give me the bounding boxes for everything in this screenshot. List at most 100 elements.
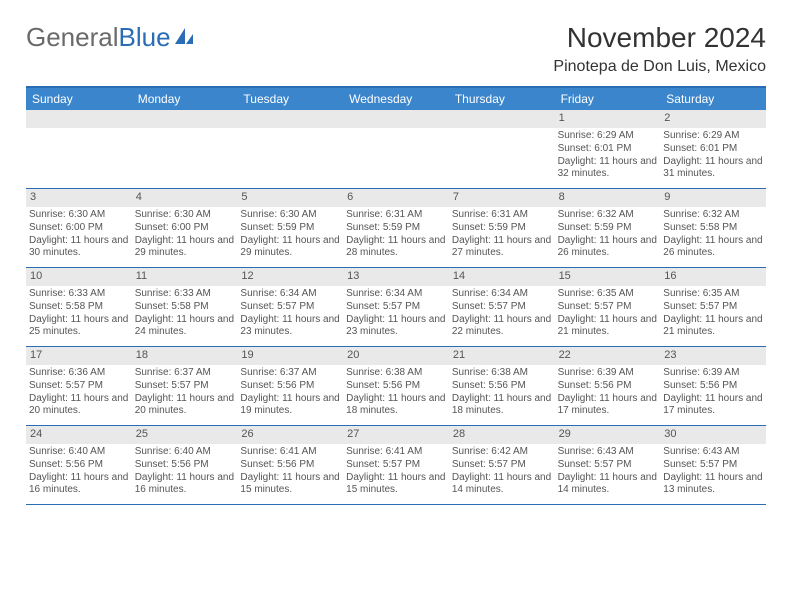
- day-body: Sunrise: 6:35 AMSunset: 5:57 PMDaylight:…: [555, 286, 661, 344]
- sunrise-line: Sunrise: 6:34 AM: [452, 288, 552, 301]
- day-cell: 13Sunrise: 6:34 AMSunset: 5:57 PMDayligh…: [343, 268, 449, 346]
- day-cell: 25Sunrise: 6:40 AMSunset: 5:56 PMDayligh…: [132, 426, 238, 504]
- sunrise-line: Sunrise: 6:43 AM: [663, 446, 763, 459]
- day-number: 4: [132, 189, 238, 207]
- daylight-line: Daylight: 11 hours and 19 minutes.: [240, 393, 340, 418]
- daylight-line: Daylight: 11 hours and 16 minutes.: [29, 472, 129, 497]
- sunrise-line: Sunrise: 6:31 AM: [452, 209, 552, 222]
- sunset-line: Sunset: 5:56 PM: [452, 380, 552, 393]
- daylight-line: Daylight: 11 hours and 25 minutes.: [29, 314, 129, 339]
- day-cell: [237, 110, 343, 188]
- day-cell: 27Sunrise: 6:41 AMSunset: 5:57 PMDayligh…: [343, 426, 449, 504]
- sunrise-line: Sunrise: 6:30 AM: [29, 209, 129, 222]
- day-cell: 28Sunrise: 6:42 AMSunset: 5:57 PMDayligh…: [449, 426, 555, 504]
- daylight-line: Daylight: 11 hours and 26 minutes.: [663, 235, 763, 260]
- sunrise-line: Sunrise: 6:38 AM: [452, 367, 552, 380]
- daylight-line: Daylight: 11 hours and 16 minutes.: [135, 472, 235, 497]
- calendar: SundayMondayTuesdayWednesdayThursdayFrid…: [26, 86, 766, 505]
- daylight-line: Daylight: 11 hours and 17 minutes.: [663, 393, 763, 418]
- weekday-label: Sunday: [26, 88, 132, 110]
- day-cell: 14Sunrise: 6:34 AMSunset: 5:57 PMDayligh…: [449, 268, 555, 346]
- day-number: 14: [449, 268, 555, 286]
- day-body: Sunrise: 6:29 AMSunset: 6:01 PMDaylight:…: [660, 128, 766, 186]
- daylight-line: Daylight: 11 hours and 27 minutes.: [452, 235, 552, 260]
- calendar-page: GeneralBlue November 2024 Pinotepa de Do…: [0, 0, 792, 523]
- day-number: 22: [555, 347, 661, 365]
- sunrise-line: Sunrise: 6:38 AM: [346, 367, 446, 380]
- daylight-line: Daylight: 11 hours and 14 minutes.: [558, 472, 658, 497]
- day-cell: 24Sunrise: 6:40 AMSunset: 5:56 PMDayligh…: [26, 426, 132, 504]
- daylight-line: Daylight: 11 hours and 21 minutes.: [558, 314, 658, 339]
- daylight-line: Daylight: 11 hours and 23 minutes.: [240, 314, 340, 339]
- day-cell: 3Sunrise: 6:30 AMSunset: 6:00 PMDaylight…: [26, 189, 132, 267]
- sunset-line: Sunset: 5:56 PM: [240, 380, 340, 393]
- daylight-line: Daylight: 11 hours and 30 minutes.: [29, 235, 129, 260]
- sunset-line: Sunset: 5:59 PM: [452, 222, 552, 235]
- sunset-line: Sunset: 5:56 PM: [346, 380, 446, 393]
- sunrise-line: Sunrise: 6:34 AM: [240, 288, 340, 301]
- daylight-line: Daylight: 11 hours and 20 minutes.: [135, 393, 235, 418]
- day-cell: 5Sunrise: 6:30 AMSunset: 5:59 PMDaylight…: [237, 189, 343, 267]
- daylight-line: Daylight: 11 hours and 31 minutes.: [663, 156, 763, 181]
- day-number: 21: [449, 347, 555, 365]
- daylight-line: Daylight: 11 hours and 15 minutes.: [240, 472, 340, 497]
- day-number: [449, 110, 555, 128]
- day-number: 8: [555, 189, 661, 207]
- day-cell: 23Sunrise: 6:39 AMSunset: 5:56 PMDayligh…: [660, 347, 766, 425]
- day-cell: [449, 110, 555, 188]
- day-body: Sunrise: 6:30 AMSunset: 6:00 PMDaylight:…: [26, 207, 132, 265]
- day-body: Sunrise: 6:39 AMSunset: 5:56 PMDaylight:…: [555, 365, 661, 423]
- sunrise-line: Sunrise: 6:41 AM: [240, 446, 340, 459]
- daylight-line: Daylight: 11 hours and 29 minutes.: [135, 235, 235, 260]
- day-cell: 12Sunrise: 6:34 AMSunset: 5:57 PMDayligh…: [237, 268, 343, 346]
- day-body: Sunrise: 6:31 AMSunset: 5:59 PMDaylight:…: [343, 207, 449, 265]
- day-cell: 29Sunrise: 6:43 AMSunset: 5:57 PMDayligh…: [555, 426, 661, 504]
- sunrise-line: Sunrise: 6:43 AM: [558, 446, 658, 459]
- day-number: 10: [26, 268, 132, 286]
- day-number: 15: [555, 268, 661, 286]
- day-body: Sunrise: 6:33 AMSunset: 5:58 PMDaylight:…: [26, 286, 132, 344]
- sunset-line: Sunset: 5:59 PM: [346, 222, 446, 235]
- sunrise-line: Sunrise: 6:36 AM: [29, 367, 129, 380]
- day-body: Sunrise: 6:40 AMSunset: 5:56 PMDaylight:…: [132, 444, 238, 502]
- day-number: 27: [343, 426, 449, 444]
- sunset-line: Sunset: 5:57 PM: [346, 459, 446, 472]
- brand-logo: GeneralBlue: [26, 22, 195, 50]
- day-body: Sunrise: 6:41 AMSunset: 5:56 PMDaylight:…: [237, 444, 343, 502]
- sunrise-line: Sunrise: 6:30 AM: [240, 209, 340, 222]
- sunset-line: Sunset: 5:57 PM: [452, 459, 552, 472]
- day-body: Sunrise: 6:34 AMSunset: 5:57 PMDaylight:…: [237, 286, 343, 344]
- sunset-line: Sunset: 6:01 PM: [663, 143, 763, 156]
- day-number: 5: [237, 189, 343, 207]
- day-body: Sunrise: 6:38 AMSunset: 5:56 PMDaylight:…: [449, 365, 555, 423]
- sunset-line: Sunset: 5:56 PM: [558, 380, 658, 393]
- sunset-line: Sunset: 5:56 PM: [663, 380, 763, 393]
- day-body: Sunrise: 6:32 AMSunset: 5:58 PMDaylight:…: [660, 207, 766, 265]
- day-body: Sunrise: 6:35 AMSunset: 5:57 PMDaylight:…: [660, 286, 766, 344]
- day-cell: 4Sunrise: 6:30 AMSunset: 6:00 PMDaylight…: [132, 189, 238, 267]
- sunset-line: Sunset: 5:58 PM: [135, 301, 235, 314]
- day-number: 30: [660, 426, 766, 444]
- day-body: Sunrise: 6:37 AMSunset: 5:56 PMDaylight:…: [237, 365, 343, 423]
- day-cell: 30Sunrise: 6:43 AMSunset: 5:57 PMDayligh…: [660, 426, 766, 504]
- weekday-label: Thursday: [449, 88, 555, 110]
- sail-icon: [173, 26, 195, 48]
- day-body: Sunrise: 6:36 AMSunset: 5:57 PMDaylight:…: [26, 365, 132, 423]
- daylight-line: Daylight: 11 hours and 18 minutes.: [346, 393, 446, 418]
- weekday-label: Friday: [555, 88, 661, 110]
- day-cell: 18Sunrise: 6:37 AMSunset: 5:57 PMDayligh…: [132, 347, 238, 425]
- calendar-week: 10Sunrise: 6:33 AMSunset: 5:58 PMDayligh…: [26, 268, 766, 347]
- sunset-line: Sunset: 5:57 PM: [240, 301, 340, 314]
- day-body: Sunrise: 6:43 AMSunset: 5:57 PMDaylight:…: [555, 444, 661, 502]
- day-number: 20: [343, 347, 449, 365]
- sunrise-line: Sunrise: 6:33 AM: [29, 288, 129, 301]
- day-number: [237, 110, 343, 128]
- sunrise-line: Sunrise: 6:35 AM: [663, 288, 763, 301]
- day-cell: 11Sunrise: 6:33 AMSunset: 5:58 PMDayligh…: [132, 268, 238, 346]
- daylight-line: Daylight: 11 hours and 13 minutes.: [663, 472, 763, 497]
- day-body: Sunrise: 6:42 AMSunset: 5:57 PMDaylight:…: [449, 444, 555, 502]
- day-body: Sunrise: 6:30 AMSunset: 6:00 PMDaylight:…: [132, 207, 238, 265]
- daylight-line: Daylight: 11 hours and 23 minutes.: [346, 314, 446, 339]
- sunrise-line: Sunrise: 6:41 AM: [346, 446, 446, 459]
- location-label: Pinotepa de Don Luis, Mexico: [553, 58, 766, 76]
